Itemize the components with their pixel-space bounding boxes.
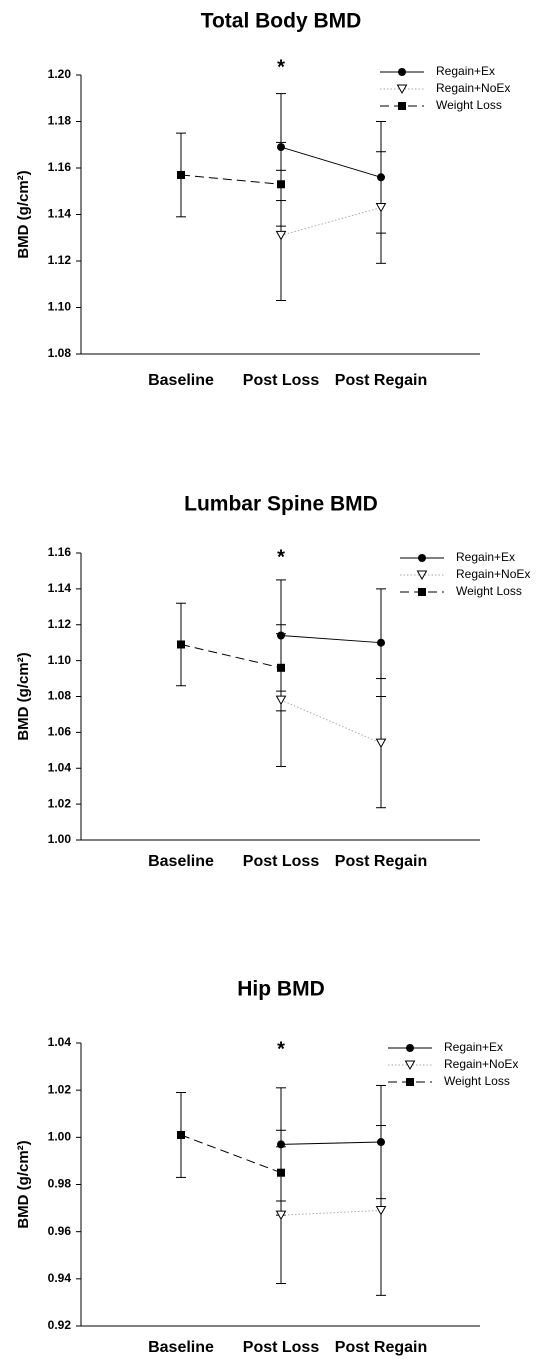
series-line — [180, 1134, 282, 1174]
y-axis-label: BMD (g/cm²) — [15, 1140, 32, 1228]
y-tick-label: 0.98 — [48, 1177, 72, 1191]
chart-title: Hip BMD — [237, 978, 325, 1001]
y-tick-label: 0.94 — [48, 1271, 72, 1285]
data-point — [177, 1130, 185, 1139]
chart-title: Total Body BMD — [201, 10, 362, 33]
data-point — [277, 143, 285, 152]
data-point — [275, 695, 287, 706]
y-tick-label: 1.00 — [48, 832, 72, 846]
y-axis-label: BMD (g/cm²) — [15, 652, 32, 740]
data-point — [277, 1168, 285, 1177]
data-point — [277, 1140, 285, 1149]
legend-marker — [398, 68, 406, 76]
y-tick-label: 1.04 — [48, 760, 72, 774]
y-tick-label: 1.04 — [48, 1035, 72, 1049]
annotation: * — [277, 546, 285, 568]
y-tick-label: 0.92 — [48, 1318, 72, 1332]
data-point — [375, 1205, 387, 1216]
x-tick-label: Baseline — [148, 372, 214, 389]
y-tick-label: 1.12 — [48, 253, 72, 267]
y-tick-label: 1.06 — [48, 725, 72, 739]
y-tick-label: 1.16 — [48, 160, 72, 174]
series-line — [280, 207, 382, 236]
chart-title: Lumbar Spine BMD — [184, 493, 378, 516]
legend-label: Weight Loss — [456, 584, 522, 598]
y-tick-label: 0.96 — [48, 1224, 72, 1238]
series-line — [280, 699, 382, 744]
annotation: * — [277, 1038, 285, 1060]
x-tick-label: Post Loss — [243, 372, 320, 389]
x-tick-label: Baseline — [148, 853, 214, 870]
x-tick-label: Post Regain — [335, 853, 427, 870]
legend-label: Weight Loss — [444, 1074, 510, 1088]
series-line — [280, 1141, 382, 1145]
y-tick-label: 1.10 — [48, 653, 72, 667]
y-tick-label: 1.02 — [48, 1082, 72, 1096]
legend-label: Regain+NoEx — [456, 567, 530, 581]
y-tick-label: 1.08 — [48, 689, 72, 703]
y-tick-label: 1.14 — [48, 581, 72, 595]
series-line — [180, 174, 282, 185]
x-tick-label: Baseline — [148, 1339, 214, 1356]
y-tick-label: 1.08 — [48, 346, 72, 360]
y-tick-label: 1.14 — [48, 207, 72, 221]
y-tick-label: 1.00 — [48, 1130, 72, 1144]
legend-marker — [418, 588, 426, 596]
data-point — [377, 173, 385, 182]
legend-marker — [418, 554, 426, 562]
legend-label: Regain+Ex — [444, 1040, 503, 1054]
legend-label: Regain+NoEx — [444, 1057, 518, 1071]
annotation: * — [277, 56, 285, 78]
legend-label: Regain+NoEx — [436, 81, 510, 95]
legend-label: Weight Loss — [436, 98, 502, 112]
series-line — [180, 643, 282, 669]
legend-marker — [398, 102, 406, 110]
series-line — [280, 635, 382, 644]
x-tick-label: Post Regain — [335, 372, 427, 389]
series-line — [280, 1209, 382, 1216]
legend-marker — [396, 84, 408, 95]
data-point — [177, 170, 185, 179]
data-point — [275, 230, 287, 241]
data-point — [177, 640, 185, 649]
legend-marker — [406, 1044, 414, 1052]
data-point — [377, 638, 385, 647]
data-point — [377, 1138, 385, 1147]
legend-marker — [404, 1060, 416, 1071]
y-tick-label: 1.12 — [48, 617, 72, 631]
y-axis-label: BMD (g/cm²) — [15, 170, 32, 258]
series-line — [280, 146, 382, 178]
y-tick-label: 1.18 — [48, 114, 72, 128]
legend-marker — [416, 570, 428, 581]
y-tick-label: 1.10 — [48, 300, 72, 314]
x-tick-label: Post Loss — [243, 853, 320, 870]
data-point — [375, 203, 387, 213]
legend-marker — [406, 1078, 414, 1086]
legend-label: Regain+Ex — [456, 550, 515, 564]
y-tick-label: 1.20 — [48, 67, 72, 81]
x-tick-label: Post Loss — [243, 1339, 320, 1356]
data-point — [375, 738, 387, 749]
legend-label: Regain+Ex — [436, 64, 495, 78]
data-point — [277, 631, 285, 640]
y-tick-label: 1.02 — [48, 796, 72, 810]
x-tick-label: Post Regain — [335, 1339, 427, 1356]
data-point — [277, 180, 285, 189]
y-tick-label: 1.16 — [48, 545, 72, 559]
data-point — [277, 663, 285, 672]
data-point — [275, 1210, 287, 1221]
